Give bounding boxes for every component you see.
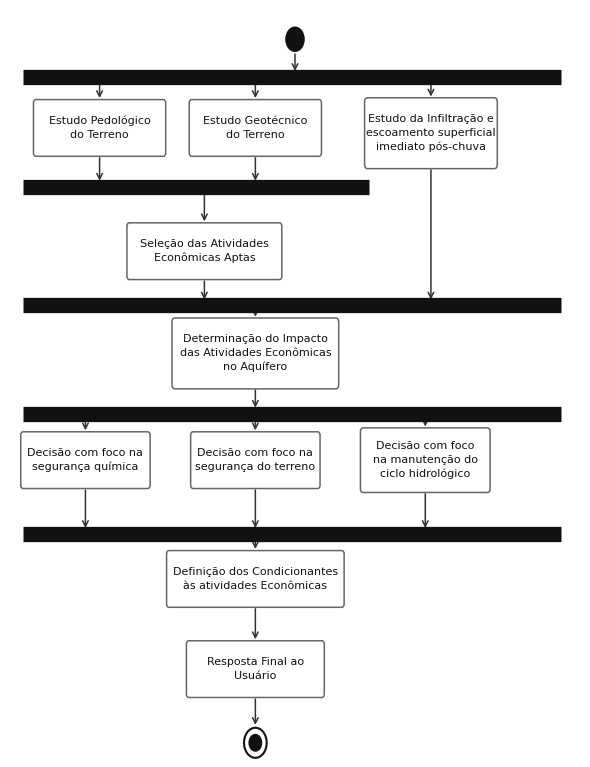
Text: Decisão com foco
na manutenção do
ciclo hidrológico: Decisão com foco na manutenção do ciclo … [373, 441, 478, 479]
FancyBboxPatch shape [166, 551, 344, 607]
FancyBboxPatch shape [191, 432, 320, 489]
Text: Resposta Final ao
Usuário: Resposta Final ao Usuário [206, 657, 304, 681]
FancyBboxPatch shape [34, 100, 166, 156]
FancyBboxPatch shape [127, 223, 282, 279]
Text: Determinação do Impacto
das Atividades Econômicas
no Aquífero: Determinação do Impacto das Atividades E… [179, 334, 331, 373]
Text: Estudo Pedológico
do Terreno: Estudo Pedológico do Terreno [49, 116, 150, 140]
Text: Decisão com foco na
segurança química: Decisão com foco na segurança química [28, 448, 143, 472]
FancyBboxPatch shape [365, 97, 497, 169]
FancyBboxPatch shape [172, 318, 339, 389]
Text: Seleção das Atividades
Econômicas Aptas: Seleção das Atividades Econômicas Aptas [140, 239, 269, 263]
FancyBboxPatch shape [189, 100, 322, 156]
FancyBboxPatch shape [360, 428, 490, 492]
Circle shape [286, 27, 304, 51]
FancyBboxPatch shape [186, 640, 324, 697]
Text: Decisão com foco na
segurança do terreno: Decisão com foco na segurança do terreno [195, 449, 316, 472]
Circle shape [249, 735, 261, 751]
Text: Estudo da Infiltração e
escoamento superficial
imediato pós-chuva: Estudo da Infiltração e escoamento super… [366, 114, 496, 152]
Text: Definição dos Condicionantes
às atividades Econômicas: Definição dos Condicionantes às atividad… [173, 567, 338, 591]
Text: Estudo Geotécnico
do Terreno: Estudo Geotécnico do Terreno [203, 116, 307, 140]
FancyBboxPatch shape [21, 432, 150, 489]
